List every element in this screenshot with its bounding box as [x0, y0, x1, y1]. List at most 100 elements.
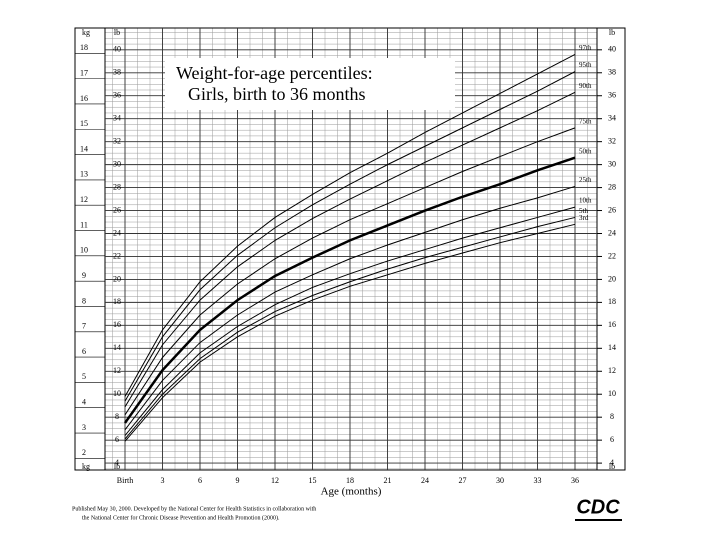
y2-tick-label: 8 [82, 296, 86, 305]
y-tick-label-right: 26 [608, 205, 616, 214]
chart-title: Weight-for-age percentiles: [176, 63, 373, 83]
percentile-curve [124, 71, 576, 402]
y-tick-label-right: 18 [608, 297, 616, 306]
series-label: 10th [579, 197, 592, 205]
x-tick-label: 27 [459, 476, 467, 485]
x-tick-label: 21 [384, 476, 392, 485]
x-tick-label: 36 [571, 476, 579, 485]
percentile-curve [123, 156, 576, 424]
y-unit-top-right: lb [609, 28, 615, 37]
series-label: 50th [579, 147, 592, 155]
y2-unit-bottom: kg [82, 462, 90, 471]
y2-tick-label: 15 [80, 119, 88, 128]
y2-tick-label: 16 [80, 94, 88, 103]
y-tick-label: 28 [113, 182, 121, 191]
series-label: 95th [579, 61, 592, 69]
series-label: 97th [579, 44, 592, 52]
y2-tick-label: 5 [82, 372, 86, 381]
series-label: 25th [579, 176, 592, 184]
y-tick-label: 18 [113, 297, 121, 306]
y-unit-bottom-right: lb [609, 462, 615, 471]
y-tick-label: 20 [113, 274, 121, 283]
y-tick-label: 32 [113, 136, 121, 145]
y-tick-label: 10 [113, 389, 121, 398]
y-tick-label-right: 14 [608, 343, 616, 352]
y2-tick-label: 6 [82, 347, 86, 356]
y2-tick-label: 2 [82, 448, 86, 457]
y-tick-label-right: 24 [608, 228, 616, 237]
y2-unit-top: kg [82, 28, 90, 37]
y-tick-label: 6 [115, 435, 119, 444]
y-tick-label-right: 8 [610, 412, 614, 421]
y2-tick-label: 11 [80, 220, 88, 229]
y-unit-bottom-left: lb [114, 462, 120, 471]
y-tick-label-right: 36 [608, 91, 616, 100]
y2-tick-label: 12 [80, 195, 88, 204]
source-line: Published May 30, 2000. Developed by the… [72, 505, 316, 512]
x-tick-label: 24 [421, 476, 429, 485]
y-tick-label-right: 20 [608, 274, 616, 283]
percentile-curve [124, 223, 576, 442]
y-tick-label: 12 [113, 366, 121, 375]
y-tick-label: 14 [113, 343, 121, 352]
y-tick-label: 36 [113, 91, 121, 100]
x-tick-label: 33 [534, 476, 542, 485]
y-tick-label: 38 [113, 68, 121, 77]
percentile-curve [124, 185, 576, 431]
y2-tick-label: 13 [80, 170, 88, 179]
x-tick-label: 15 [309, 476, 317, 485]
x-axis-label: Age (months) [321, 486, 382, 498]
y-tick-label: 24 [113, 228, 121, 237]
y-tick-label-right: 40 [608, 45, 616, 54]
y2-tick-label: 9 [82, 271, 86, 280]
y2-tick-label: 14 [80, 144, 88, 153]
y-tick-label: 40 [113, 45, 121, 54]
y2-tick-label: 4 [82, 398, 86, 407]
y-tick-label-right: 22 [608, 251, 616, 260]
curves [123, 53, 576, 442]
series-label: 3rd [579, 214, 589, 222]
y-tick-label-right: 34 [608, 114, 616, 123]
x-tick-label: 3 [161, 476, 165, 485]
y-tick-label: 4 [115, 458, 119, 467]
y2-tick-label: 10 [80, 246, 88, 255]
percentile-curve [124, 53, 576, 397]
percentile-curve [124, 206, 576, 436]
y-tick-label-right: 28 [608, 182, 616, 191]
y2-tick-label: 18 [80, 43, 88, 52]
y-tick-label: 26 [113, 205, 121, 214]
y-tick-label-right: 16 [608, 320, 616, 329]
logo: CDC [576, 496, 620, 518]
y-tick-label-right: 30 [608, 159, 616, 168]
x-tick-label: Birth [117, 476, 133, 485]
y2-tick-label: 17 [80, 68, 88, 77]
x-tick-label: 30 [496, 476, 504, 485]
y2-tick-label: 3 [82, 423, 86, 432]
chart-subtitle: Girls, birth to 36 months [188, 84, 366, 104]
y-tick-label: 8 [115, 412, 119, 421]
series-label: 5th [579, 207, 588, 215]
x-tick-label: 12 [271, 476, 279, 485]
y-tick-label: 16 [113, 320, 121, 329]
percentile-curve [124, 91, 576, 408]
y-tick-label: 22 [113, 251, 121, 260]
series-label: 90th [579, 82, 592, 90]
y2-tick-label: 7 [82, 322, 86, 331]
source-line: the National Center for Chronic Disease … [82, 514, 280, 521]
title-box [165, 58, 455, 110]
y-tick-label-right: 32 [608, 136, 616, 145]
y-tick-label-right: 12 [608, 366, 616, 375]
x-tick-label: 6 [198, 476, 202, 485]
y-tick-label: 30 [113, 159, 121, 168]
series-label: 75th [579, 117, 592, 125]
y-unit-top-left: lb [114, 28, 120, 37]
y-tick-label-right: 4 [610, 458, 614, 467]
y-tick-label: 34 [113, 114, 121, 123]
percentile-curve [124, 216, 576, 440]
y-tick-label-right: 6 [610, 435, 614, 444]
y-tick-label-right: 38 [608, 68, 616, 77]
y-tick-label-right: 10 [608, 389, 616, 398]
x-tick-label: 9 [236, 476, 240, 485]
x-tick-label: 18 [346, 476, 354, 485]
